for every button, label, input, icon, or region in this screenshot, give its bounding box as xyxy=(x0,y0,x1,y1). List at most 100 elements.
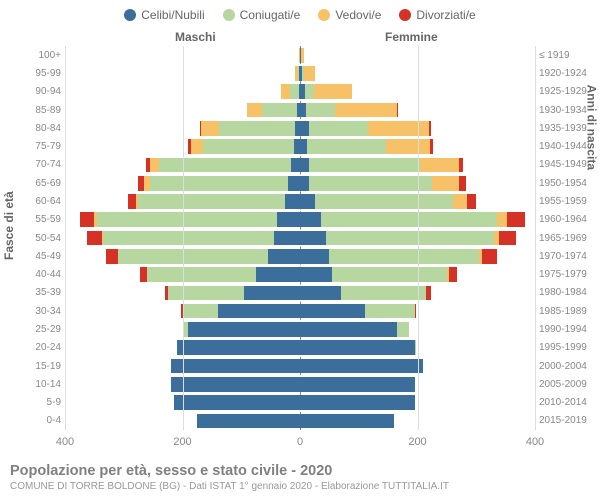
bar-segment xyxy=(300,231,326,246)
bar-segment xyxy=(147,267,256,282)
legend-swatch xyxy=(223,9,235,21)
gridline xyxy=(65,46,66,430)
bar-segment xyxy=(321,212,497,227)
bar-segment xyxy=(309,121,368,136)
bar-segment xyxy=(80,212,95,227)
bar-segment xyxy=(247,103,262,118)
year-label: 1920-1924 xyxy=(539,68,597,79)
bar-segment xyxy=(171,359,300,374)
bar-segment xyxy=(197,414,300,429)
bar-segment xyxy=(277,212,301,227)
age-label: 65-69 xyxy=(13,178,61,189)
bar-segment xyxy=(300,286,341,301)
age-label: 75-79 xyxy=(13,141,61,152)
bar-segment xyxy=(368,121,430,136)
year-label: 1965-1969 xyxy=(539,233,597,244)
bar-segment xyxy=(87,231,102,246)
x-tick: 400 xyxy=(56,436,74,448)
bar-segment xyxy=(365,304,415,319)
age-row: 30-341985-1989 xyxy=(65,302,535,320)
bar-segment xyxy=(300,121,309,136)
bar-segment xyxy=(315,194,453,209)
bar-segment xyxy=(306,103,335,118)
year-label: 1990-1994 xyxy=(539,324,597,335)
age-row: 45-491970-1974 xyxy=(65,247,535,265)
year-label: 1980-1984 xyxy=(539,287,597,298)
age-row: 75-791940-1944 xyxy=(65,138,535,156)
age-label: 30-34 xyxy=(13,306,61,317)
bar-segment xyxy=(309,176,432,191)
bar-segment xyxy=(314,84,352,99)
x-tick: 200 xyxy=(173,436,191,448)
age-row: 65-691950-1954 xyxy=(65,174,535,192)
bar-segment xyxy=(177,340,300,355)
year-label: 2005-2009 xyxy=(539,379,597,390)
bar-segment xyxy=(150,158,159,173)
bar-segment xyxy=(429,121,431,136)
legend-item: Coniugati/e xyxy=(223,8,301,22)
bar-segment xyxy=(341,286,426,301)
bar-segment xyxy=(415,304,417,319)
bar-segment xyxy=(203,139,294,154)
bar-segment xyxy=(103,231,273,246)
age-label: 50-54 xyxy=(13,233,61,244)
age-label: 70-74 xyxy=(13,159,61,170)
year-label: 1950-1954 xyxy=(539,178,597,189)
bar-segment xyxy=(268,249,300,264)
bar-segment xyxy=(453,194,468,209)
age-label: 25-29 xyxy=(13,324,61,335)
bar-segment xyxy=(415,340,417,355)
age-row: 10-142005-2009 xyxy=(65,375,535,393)
bar-segment xyxy=(432,176,458,191)
pyramid-chart: 0-42015-20195-92010-201410-142005-200915… xyxy=(65,46,535,430)
bar-segment xyxy=(201,121,219,136)
bar-segment xyxy=(309,158,421,173)
bar-segment xyxy=(171,377,300,392)
legend-swatch xyxy=(124,9,136,21)
age-row: 100+≤ 1919 xyxy=(65,46,535,64)
bar-segment xyxy=(326,231,493,246)
bar-segment xyxy=(288,176,300,191)
legend-label: Celibi/Nubili xyxy=(141,8,204,22)
age-label: 100+ xyxy=(13,50,61,61)
bar-segment xyxy=(335,103,397,118)
bar-segment xyxy=(507,212,525,227)
age-label: 45-49 xyxy=(13,251,61,262)
bar-segment xyxy=(467,194,476,209)
age-label: 15-19 xyxy=(13,361,61,372)
bar-segment xyxy=(307,139,386,154)
age-label: 20-24 xyxy=(13,342,61,353)
bar-segment xyxy=(449,267,458,282)
age-row: 35-391980-1984 xyxy=(65,284,535,302)
legend-label: Vedovi/e xyxy=(335,8,381,22)
year-label: 1985-1989 xyxy=(539,306,597,317)
bar-segment xyxy=(244,286,300,301)
bar-segment xyxy=(183,304,218,319)
bar-segment xyxy=(281,84,290,99)
legend-swatch xyxy=(399,9,411,21)
bar-segment xyxy=(300,359,423,374)
age-row: 60-641955-1959 xyxy=(65,192,535,210)
legend-item: Celibi/Nubili xyxy=(124,8,204,22)
chart-subtitle: COMUNE DI TORRE BOLDONE (BG) - Dati ISTA… xyxy=(10,481,449,492)
legend-item: Vedovi/e xyxy=(318,8,381,22)
bar-segment xyxy=(300,377,415,392)
bar-segment xyxy=(159,158,291,173)
age-label: 5-9 xyxy=(13,397,61,408)
bar-segment xyxy=(300,304,365,319)
year-label: 2015-2019 xyxy=(539,415,597,426)
bar-segment xyxy=(301,48,304,63)
x-tick: 200 xyxy=(408,436,426,448)
bar-segment xyxy=(300,194,315,209)
bar-segment xyxy=(426,286,431,301)
gridline xyxy=(183,46,184,430)
bar-segment xyxy=(97,212,276,227)
age-row: 85-891930-1934 xyxy=(65,101,535,119)
age-row: 55-591960-1964 xyxy=(65,211,535,229)
bar-segment xyxy=(256,267,300,282)
age-row: 25-291990-1994 xyxy=(65,320,535,338)
bar-segment xyxy=(332,267,447,282)
bar-segment xyxy=(300,340,415,355)
bar-segment xyxy=(138,194,285,209)
age-row: 20-241995-1999 xyxy=(65,339,535,357)
